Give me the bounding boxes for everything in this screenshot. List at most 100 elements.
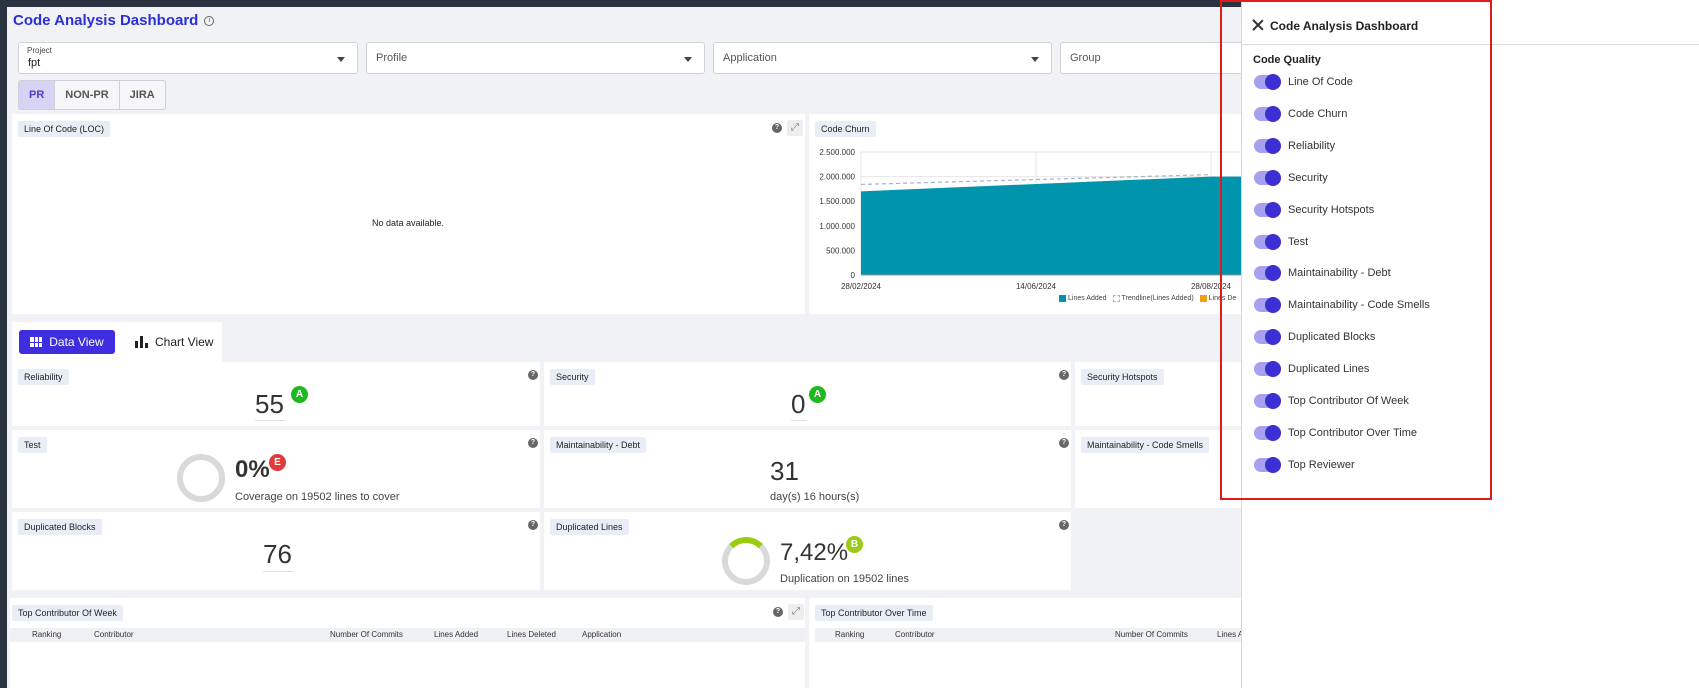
legend-label: Lines Added — [1068, 295, 1107, 302]
chevron-down-icon — [1031, 57, 1039, 62]
segment-non-pr[interactable]: NON-PR — [55, 81, 120, 109]
toggle-label: Security Hotspots — [1288, 203, 1375, 216]
legend-item-lines-deleted[interactable]: Lines De — [1199, 295, 1236, 302]
toggle-label: Maintainability - Debt — [1288, 267, 1391, 280]
project-select[interactable]: Project fpt — [18, 42, 358, 74]
column-header[interactable]: Number Of Commits — [1115, 630, 1188, 639]
help-icon[interactable]: ? — [528, 370, 538, 380]
toggle-label: Reliability — [1288, 139, 1336, 152]
toggle-knob — [1265, 456, 1281, 473]
x-tick-label: 28/02/2024 — [841, 282, 882, 291]
toggle-row[interactable]: Top Contributor Of Week — [1254, 393, 1409, 409]
drawer-title: Code Analysis Dashboard — [1270, 19, 1419, 33]
toggle-switch[interactable] — [1254, 201, 1281, 218]
toggle-switch[interactable] — [1254, 137, 1281, 154]
toggle-row[interactable]: Maintainability - Debt — [1254, 265, 1391, 282]
toggle-switch[interactable] — [1254, 424, 1281, 441]
toggle-switch[interactable] — [1254, 169, 1281, 186]
help-icon[interactable]: ? — [773, 607, 783, 617]
chart-view-button[interactable]: Chart View — [135, 330, 213, 354]
toggle-switch[interactable] — [1254, 456, 1281, 473]
toggle-row[interactable]: Security — [1254, 169, 1328, 186]
segment-pr[interactable]: PR — [19, 81, 56, 109]
duplicated-lines-grade-badge: B — [846, 536, 863, 553]
page-title: Code Analysis Dashboard — [13, 12, 199, 29]
help-icon[interactable]: ? — [1059, 370, 1069, 380]
y-tick-label: 1.000.000 — [819, 222, 855, 231]
toggle-row[interactable]: Security Hotspots — [1254, 201, 1375, 218]
reliability-value: 55 — [255, 389, 284, 419]
test-grade-badge: E — [269, 454, 286, 471]
toggle-row[interactable]: Line Of Code — [1254, 74, 1353, 90]
column-header[interactable]: Lines Deleted — [507, 630, 556, 639]
top-contributor-week-panel: Top Contributor Of Week ? ⤢ Ranking Cont… — [10, 598, 805, 688]
toggle-switch[interactable] — [1254, 233, 1281, 250]
toggle-switch[interactable] — [1254, 105, 1281, 122]
divider — [791, 420, 807, 421]
info-icon[interactable]: i — [204, 15, 215, 26]
column-header[interactable]: Number Of Commits — [330, 630, 403, 639]
legend-item-trendline[interactable]: Trendline(Lines Added) — [1112, 295, 1194, 302]
security-value: 0 — [791, 389, 806, 419]
toggle-row[interactable]: Duplicated Lines — [1254, 361, 1369, 378]
duplicated-lines-subtitle: Duplication on 19502 lines — [780, 573, 910, 585]
y-tick-label: 2.500.000 — [819, 148, 855, 157]
help-icon[interactable]: ? — [772, 123, 782, 133]
profile-placeholder: Profile — [376, 52, 408, 64]
group-select[interactable]: Group — [1060, 42, 1260, 74]
maintainability-debt-value: 31 — [770, 456, 799, 486]
reliability-card: Reliability ? 55 A — [12, 362, 540, 426]
help-icon[interactable]: ? — [528, 520, 538, 530]
toggle-switch[interactable] — [1254, 74, 1281, 90]
table-icon — [30, 337, 43, 347]
toggle-knob — [1265, 297, 1281, 314]
toggle-row[interactable]: Code Churn — [1254, 105, 1348, 122]
expand-icon[interactable]: ⤢ — [788, 604, 804, 620]
toggle-knob — [1265, 169, 1281, 186]
column-header[interactable]: Lines A — [1217, 630, 1244, 639]
toggle-knob — [1265, 137, 1281, 154]
divider — [263, 571, 293, 572]
toggle-switch[interactable] — [1254, 361, 1281, 378]
toggle-knob — [1265, 74, 1281, 90]
loc-panel-title: Line Of Code (LOC) — [18, 121, 111, 137]
settings-drawer: Code Analysis Dashboard Code Quality Lin… — [1241, 0, 1699, 688]
column-header[interactable]: Application — [582, 630, 622, 639]
help-icon[interactable]: ? — [1059, 520, 1069, 530]
project-value: fpt — [28, 57, 41, 69]
column-header[interactable]: Contributor — [94, 630, 134, 639]
help-icon[interactable]: ? — [1059, 438, 1069, 448]
help-icon[interactable]: ? — [528, 438, 538, 448]
toggle-switch[interactable] — [1254, 393, 1281, 409]
y-tick-label: 2.000.000 — [819, 173, 855, 182]
column-header[interactable]: Lines Added — [434, 630, 479, 639]
toggle-row[interactable]: Duplicated Blocks — [1254, 329, 1376, 346]
toggle-switch[interactable] — [1254, 265, 1281, 282]
toggle-switch[interactable] — [1254, 297, 1281, 314]
data-view-label: Data View — [49, 335, 104, 349]
toggle-row[interactable]: Maintainability - Code Smells — [1254, 297, 1430, 314]
column-header[interactable]: Ranking — [32, 630, 62, 639]
toggle-label: Code Churn — [1288, 107, 1348, 120]
legend-item-lines-added[interactable]: Lines Added — [1059, 295, 1107, 302]
toggle-row[interactable]: Test — [1254, 233, 1308, 250]
toggle-row[interactable]: Top Contributor Over Time — [1254, 424, 1417, 441]
toggle-row[interactable]: Top Reviewer — [1254, 456, 1355, 473]
security-hotspots-title: Security Hotspots — [1081, 369, 1164, 385]
loc-panel: Line Of Code (LOC) ? ⤢ No data available… — [12, 114, 805, 314]
group-placeholder: Group — [1070, 52, 1101, 64]
application-select[interactable]: Application — [713, 42, 1052, 74]
profile-select[interactable]: Profile — [366, 42, 705, 74]
toggle-switch[interactable] — [1254, 329, 1281, 346]
toggle-label: Top Reviewer — [1288, 458, 1355, 471]
toggle-row[interactable]: Reliability — [1254, 137, 1336, 154]
toggle-label: Duplicated Blocks — [1288, 331, 1376, 344]
reliability-grade-badge: A — [291, 386, 308, 403]
expand-icon[interactable]: ⤢ — [787, 120, 803, 136]
segment-jira[interactable]: JIRA — [129, 89, 155, 101]
maintainability-debt-title: Maintainability - Debt — [550, 437, 647, 453]
column-header[interactable]: Ranking — [835, 630, 865, 639]
column-header[interactable]: Contributor — [895, 630, 935, 639]
data-view-button[interactable]: Data View — [19, 330, 115, 354]
legend-label: Trendline(Lines Added) — [1121, 295, 1194, 302]
